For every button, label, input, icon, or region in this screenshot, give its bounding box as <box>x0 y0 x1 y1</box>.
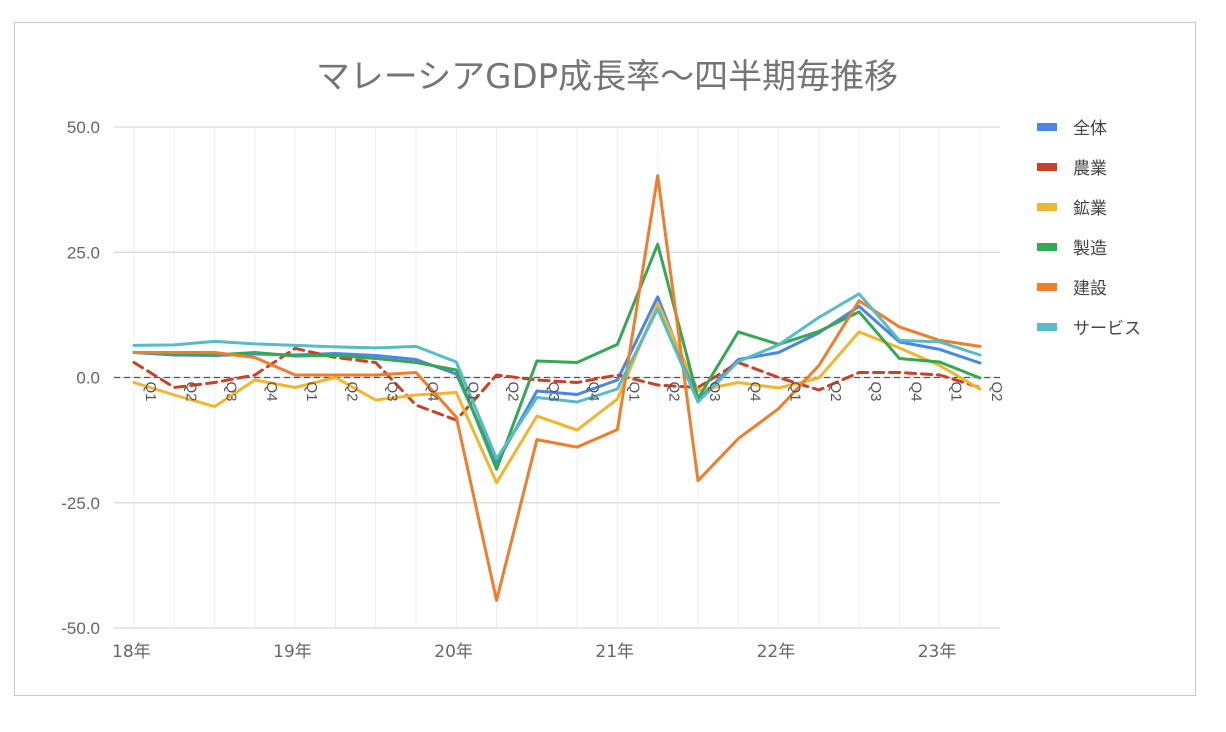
x-axis: Q1 Q2 Q3 Q4 Q1 Q2 Q3 Q4 Q1 Q2 Q3 Q4 Q1 Q2 Q3 Q4 Q1 Q2 Q3 Q4… <box>112 382 1005 663</box>
y-tick-label: -25.0 <box>61 494 100 513</box>
x-quarter-label: Q4 <box>746 382 763 402</box>
series-line-3 <box>132 301 982 485</box>
x-quarter-label: Q2 <box>988 382 1005 402</box>
y-tick-label: -50.0 <box>61 619 100 638</box>
x-quarter-label: Q1 <box>625 382 642 402</box>
series-line-5 <box>132 174 982 602</box>
y-tick-label: 50.0 <box>67 118 100 137</box>
chart-frame <box>14 22 1196 696</box>
legend-label: 製造 <box>1073 239 1107 259</box>
x-quarter-label: Q1 <box>142 382 159 402</box>
legend-label: 全体 <box>1073 119 1107 139</box>
legend-label: サービス <box>1073 319 1141 339</box>
legend-swatch <box>1037 283 1057 291</box>
x-year-label: 18年 <box>112 642 151 662</box>
x-year-label: 21年 <box>595 642 634 662</box>
series-line-4 <box>132 242 982 471</box>
x-year-label: 20年 <box>434 642 473 662</box>
series-lines <box>132 174 982 602</box>
legend-swatch <box>1037 123 1057 131</box>
y-axis: 50.0 25.0 0.0 -25.0 -50.0 <box>61 118 100 638</box>
x-year-label: 19年 <box>273 642 312 662</box>
legend-label: 鉱業 <box>1073 199 1107 219</box>
legend-swatch <box>1037 323 1057 331</box>
legend-swatch <box>1037 163 1057 171</box>
x-quarter-label: Q3 <box>545 382 562 402</box>
x-quarter-label: Q4 <box>585 382 602 402</box>
x-quarter-label: Q3 <box>867 382 884 402</box>
x-quarter-label: Q3 <box>384 382 401 402</box>
x-quarter-label: Q2 <box>827 382 844 402</box>
legend-label: 農業 <box>1073 159 1107 179</box>
x-quarter-label: Q2 <box>666 382 683 402</box>
x-quarter-label: Q4 <box>424 382 441 402</box>
x-quarter-label: Q3 <box>706 382 723 402</box>
legend-swatch <box>1037 203 1057 211</box>
x-quarter-label: Q2 <box>505 382 522 402</box>
chart-title: マレーシアGDP成長率〜四半期毎推移 <box>316 57 898 97</box>
x-year-label: 22年 <box>757 642 796 662</box>
series-line-6 <box>132 292 982 461</box>
y-tick-label: 0.0 <box>76 369 100 388</box>
x-year-label: 23年 <box>918 642 957 662</box>
x-quarter-label: Q1 <box>303 382 320 402</box>
series-line-2 <box>132 346 982 422</box>
x-quarter-label: Q1 <box>464 382 481 402</box>
x-quarter-label: Q2 <box>182 382 199 402</box>
x-quarter-label: Q1 <box>787 382 804 402</box>
x-quarter-label: Q1 <box>948 382 965 402</box>
y-tick-label: 25.0 <box>67 243 100 262</box>
x-quarter-label: Q4 <box>907 382 924 402</box>
legend-swatch <box>1037 243 1057 251</box>
legend-label: 建設 <box>1073 279 1107 299</box>
x-quarter-label: Q2 <box>343 382 360 402</box>
x-quarter-label: Q3 <box>223 382 240 402</box>
x-quarter-label: Q4 <box>263 382 280 402</box>
